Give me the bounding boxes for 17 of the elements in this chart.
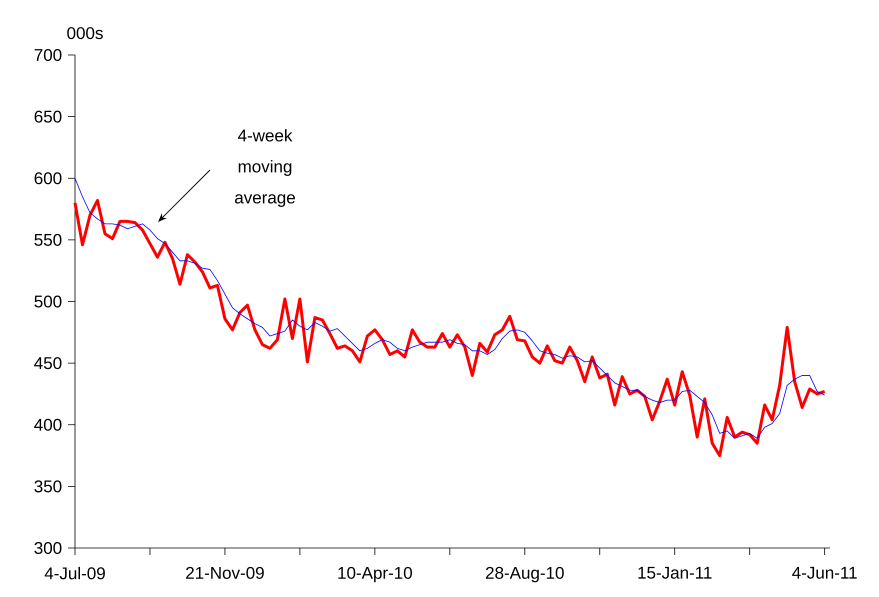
y-tick-label: 350 bbox=[34, 480, 62, 492]
y-tick-label: 500 bbox=[34, 295, 62, 308]
x-tick-label: 15-Jan-11 bbox=[638, 566, 712, 579]
y-axis-title: 000s bbox=[67, 27, 103, 40]
y-tick-label: 550 bbox=[34, 234, 62, 246]
x-tick-label: 28-Aug-10 bbox=[486, 566, 564, 582]
x-tick-label: 4-Jun-11 bbox=[792, 566, 857, 579]
x-tick-label: 21-Nov-09 bbox=[186, 566, 264, 579]
x-tick-label: 10-Apr-10 bbox=[338, 566, 412, 582]
y-tick-label: 650 bbox=[34, 110, 62, 123]
y-tick-label: 450 bbox=[34, 357, 62, 370]
y-tick-label: 400 bbox=[34, 418, 62, 431]
y-tick-label: 300 bbox=[34, 542, 62, 554]
annotation: 4-week moving average bbox=[235, 129, 295, 207]
x-tick-label: 4-Jul-09 bbox=[44, 566, 105, 580]
y-tick-label: 700 bbox=[34, 48, 62, 62]
y-tick-label: 600 bbox=[34, 172, 62, 184]
